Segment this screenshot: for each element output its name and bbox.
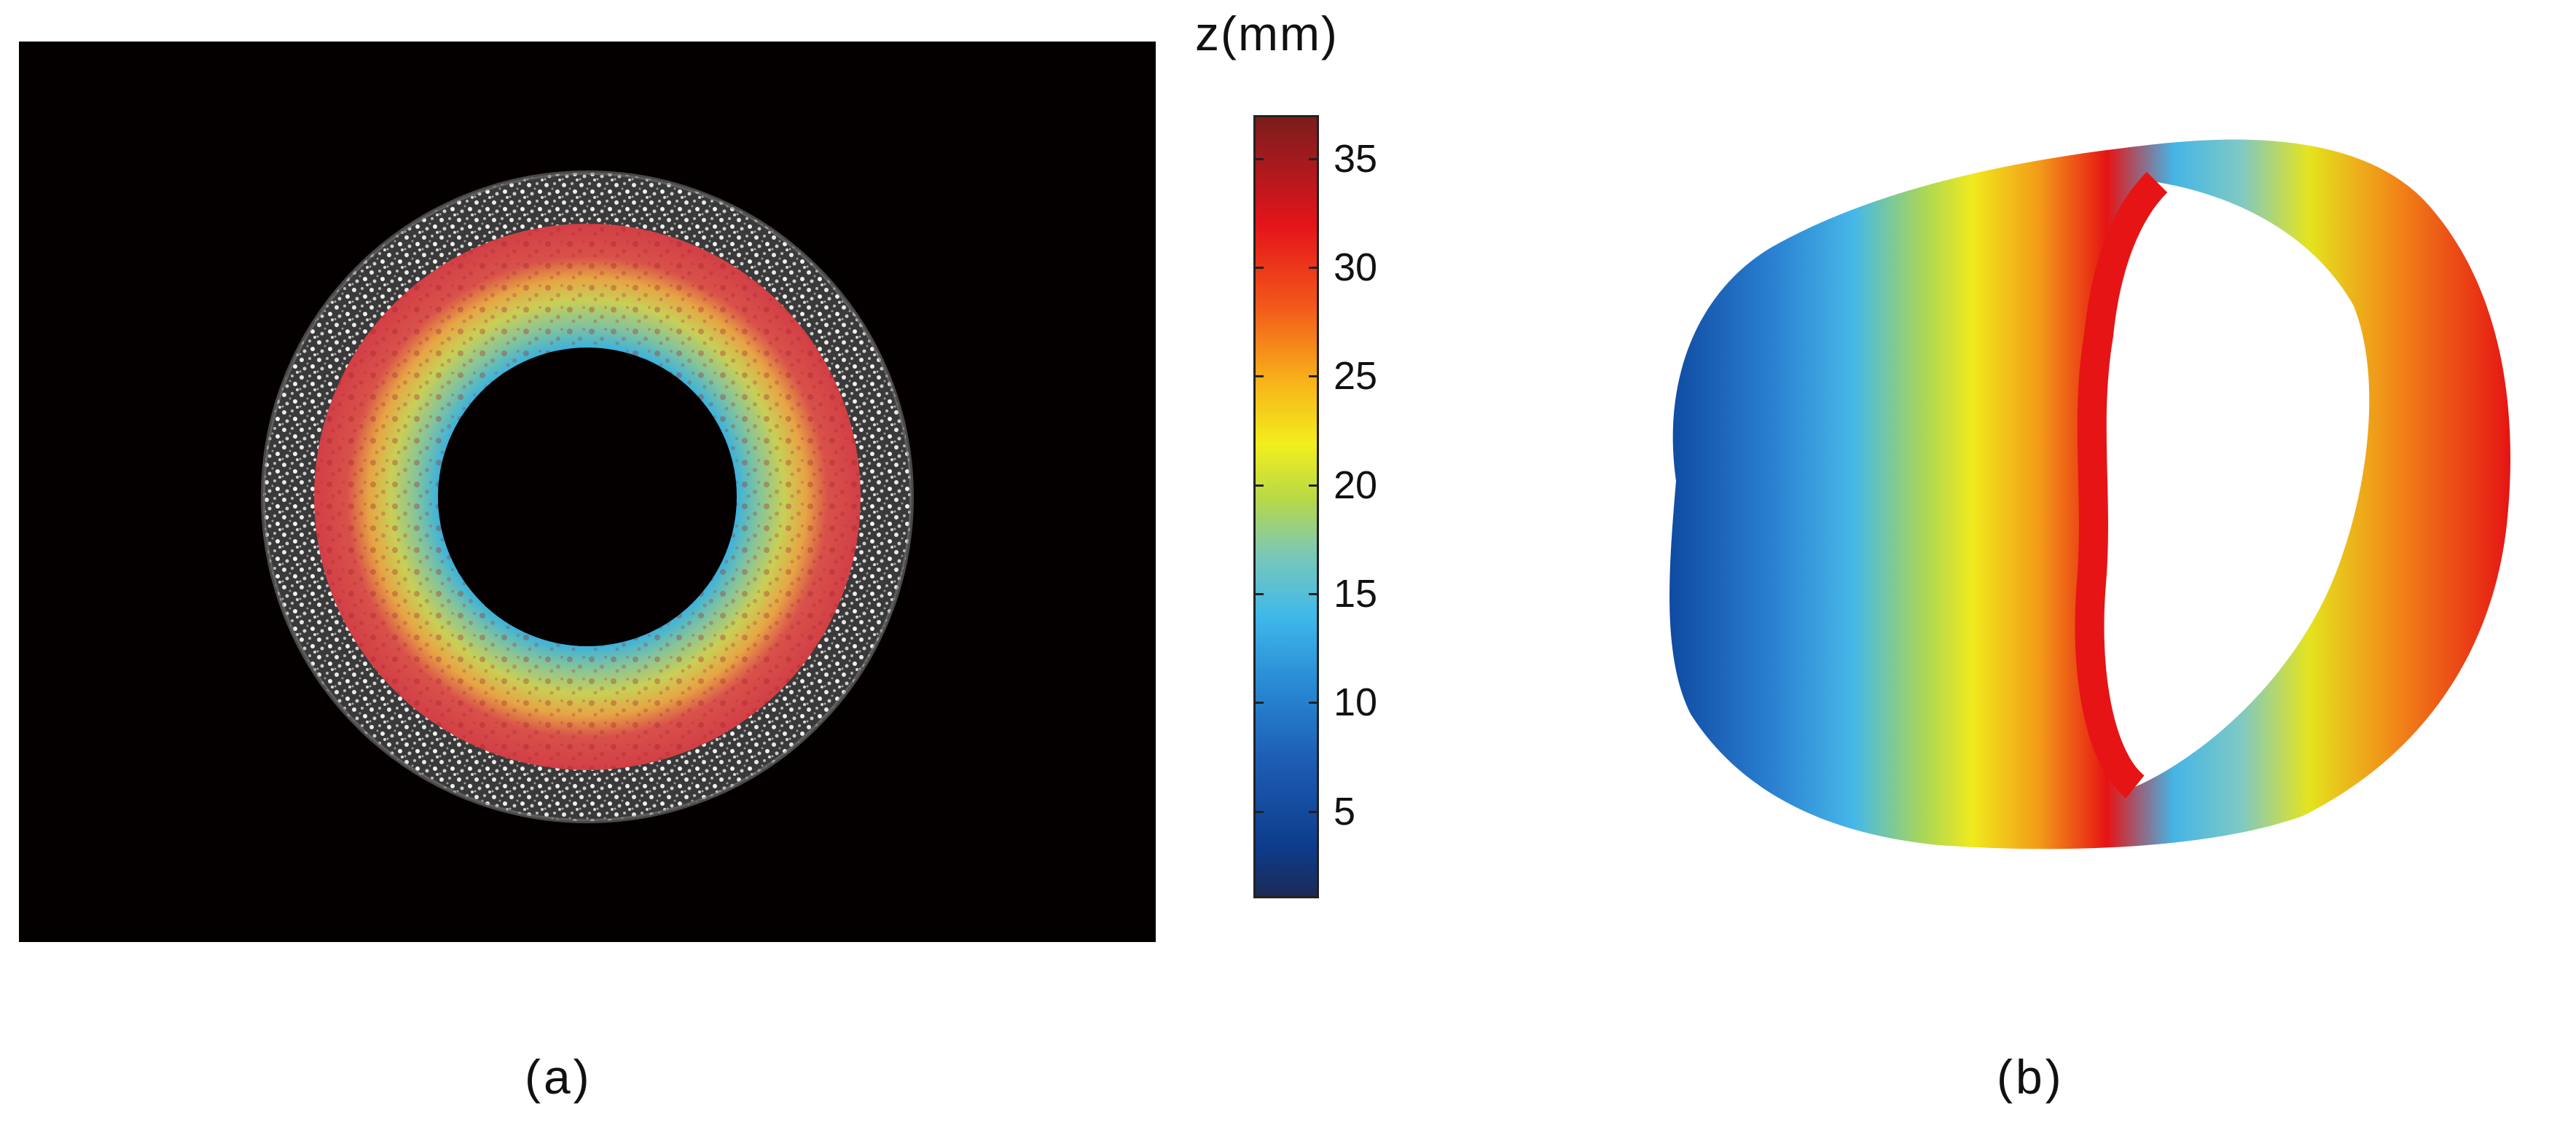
- colorbar-tick-right: [1309, 484, 1319, 487]
- ring-opening: [2089, 182, 2370, 787]
- colorbar-tick-left: [1253, 267, 1264, 270]
- colorbar-tick-label: 30: [1334, 246, 1378, 290]
- colorbar-tick-left: [1253, 484, 1264, 487]
- colorbar-tick-right: [1309, 375, 1319, 378]
- caption-b: (b): [1997, 1050, 2064, 1104]
- colorbar-tick-label: 10: [1334, 680, 1378, 725]
- colorbar-tick-left: [1253, 810, 1264, 813]
- colorbar-tick-label: 35: [1334, 136, 1378, 181]
- colorbar-tick-right: [1309, 267, 1319, 270]
- colorbar-tick-label: 5: [1334, 789, 1356, 833]
- colorbar-title: z(mm): [1195, 7, 1339, 60]
- colorbar-tick-label: 25: [1334, 354, 1378, 399]
- ring-depth-image: [261, 170, 914, 823]
- colorbar-tick-right: [1309, 810, 1319, 813]
- colorbar-tick-left: [1253, 375, 1264, 378]
- colorbar: [1253, 115, 1319, 898]
- caption-a: (a): [525, 1050, 592, 1104]
- colorbar-tick-label: 20: [1334, 463, 1378, 507]
- colorbar-tick-right: [1309, 592, 1319, 595]
- colorbar-tick-right: [1309, 157, 1319, 160]
- colorbar-tick-left: [1253, 702, 1264, 705]
- colorbar-tick-left: [1253, 157, 1264, 160]
- panel-b-3d-view: [1632, 117, 2529, 892]
- colorbar-tick-label: 15: [1334, 571, 1378, 616]
- colorbar-tick-right: [1309, 702, 1319, 705]
- ring-3d-render: [1669, 139, 2510, 850]
- panel-a-depth-map: [19, 42, 1156, 942]
- colorbar-tick-left: [1253, 592, 1264, 595]
- inner-hole: [438, 348, 737, 646]
